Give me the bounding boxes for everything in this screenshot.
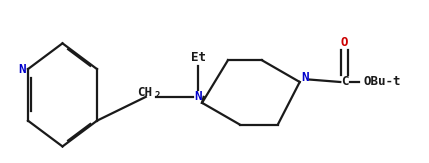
Text: N: N — [301, 71, 308, 84]
Text: OBu-t: OBu-t — [364, 75, 401, 89]
Text: Et: Et — [190, 51, 205, 64]
Text: N: N — [194, 90, 202, 103]
Text: N: N — [18, 63, 26, 76]
Text: CH: CH — [137, 86, 152, 98]
Text: 2: 2 — [154, 91, 160, 100]
Text: O: O — [341, 36, 348, 49]
Text: C: C — [341, 75, 348, 89]
